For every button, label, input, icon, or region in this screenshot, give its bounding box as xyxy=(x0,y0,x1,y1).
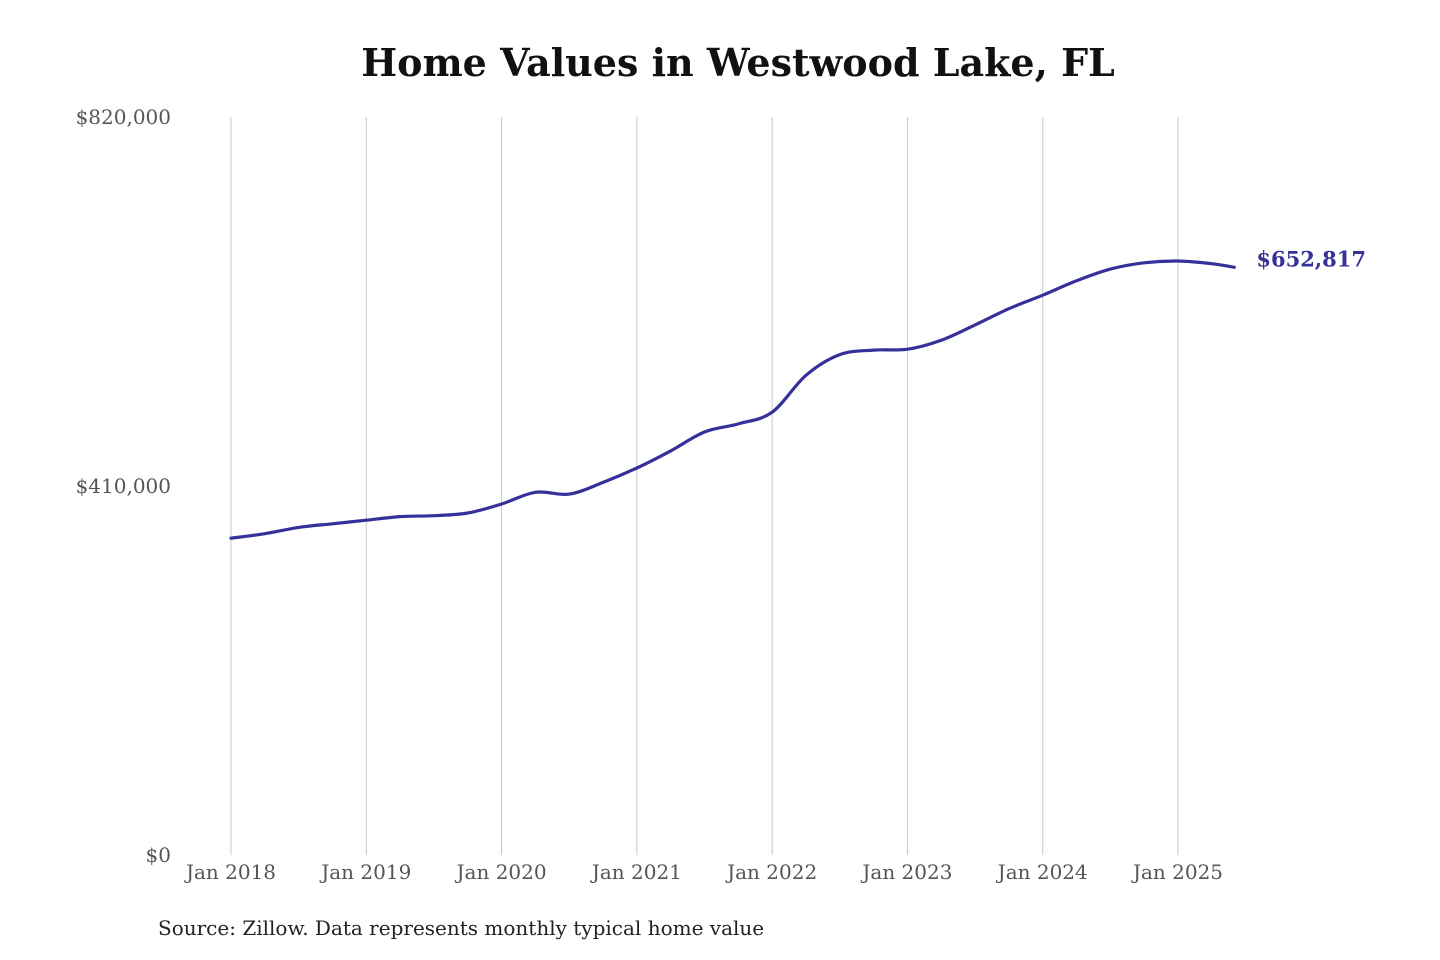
x-tick-label: Jan 2023 xyxy=(860,860,952,884)
series-layer: $652,817 xyxy=(229,246,1366,540)
x-tick-label: Jan 2024 xyxy=(996,860,1088,884)
y-tick-label: $820,000 xyxy=(76,105,171,129)
x-tick-label: Jan 2022 xyxy=(725,860,817,884)
source-note: Source: Zillow. Data represents monthly … xyxy=(158,916,765,940)
x-axis: Jan 2018 Jan 2019 Jan 2020 Jan 2021 Jan 2022… xyxy=(184,860,1223,884)
y-tick-label: $0 xyxy=(146,843,171,867)
end-value-label: $652,817 xyxy=(1256,246,1366,271)
y-tick-label: $410,000 xyxy=(76,474,171,498)
series-line xyxy=(229,259,1236,540)
x-tick-label: Jan 2019 xyxy=(319,860,411,884)
x-tick-label: Jan 2021 xyxy=(590,860,682,884)
x-tick-label: Jan 2025 xyxy=(1131,860,1223,884)
chart-title: Home Values in Westwood Lake, FL xyxy=(361,40,1115,85)
x-tick-label: Jan 2020 xyxy=(455,860,547,884)
y-axis: $0 $410,000 $820,000 xyxy=(76,105,171,867)
grid-lines xyxy=(230,117,1179,855)
x-tick-label: Jan 2018 xyxy=(184,860,276,884)
